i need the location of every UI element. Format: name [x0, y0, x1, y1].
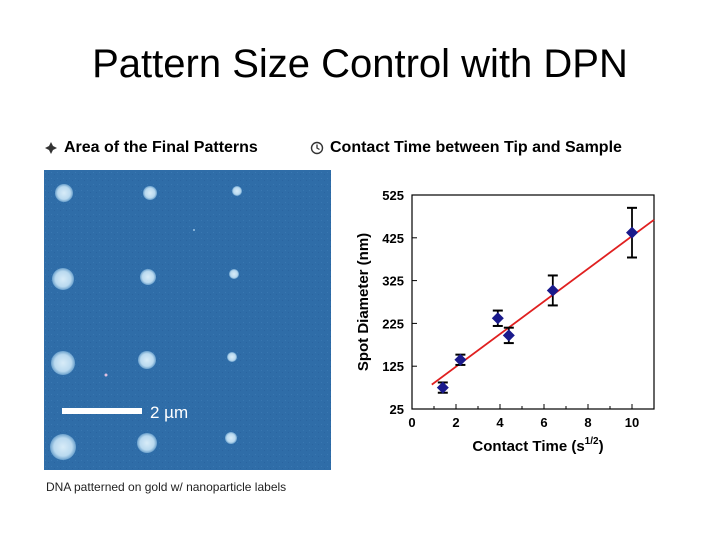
pattern-dot: [227, 352, 237, 362]
data-point: [626, 226, 638, 239]
x-tick-label: 4: [496, 415, 504, 430]
y-tick-label: 325: [382, 274, 404, 289]
bullet-area-of-final-patterns: Area of the Final Patterns: [44, 136, 258, 160]
data-point: [436, 381, 449, 394]
pattern-dot: [143, 186, 157, 200]
pattern-dot: [229, 269, 239, 279]
x-tick-label: 2: [452, 415, 459, 430]
x-tick-label: 0: [408, 415, 415, 430]
contact-time-chart: 0 2 4 6 8 10 25 125 225 325 425 525 Spot Diameter (…: [350, 180, 680, 465]
plot-frame: [411, 194, 655, 410]
pattern-dot: [138, 351, 156, 369]
pattern-dot: [140, 269, 156, 285]
slide-title: Pattern Size Control with DPN: [92, 42, 628, 86]
pattern-dot: [50, 434, 76, 460]
y-tick-label: 25: [390, 402, 404, 417]
y-tick-label: 125: [382, 359, 404, 374]
pattern-dot: [52, 268, 74, 290]
scale-bar: [62, 408, 142, 414]
y-tick-label: 525: [382, 188, 404, 203]
bullet-label-contact-time: Contact Time between Tip and Sample: [330, 139, 622, 156]
bullet-contact-time: Contact Time between Tip and Sample: [310, 136, 622, 160]
data-point: [502, 329, 515, 342]
pattern-dot: [55, 184, 73, 202]
afm-pattern-graphic: 2 µm: [44, 170, 331, 470]
pattern-dot: [225, 432, 237, 444]
pattern-dot: [51, 351, 75, 375]
x-tick-label: 8: [584, 415, 591, 430]
y-axis-label: Spot Diameter (nm): [355, 233, 372, 371]
y-tick-label: 225: [382, 316, 404, 331]
fit-line: [431, 219, 655, 386]
clock-bullet-icon: [310, 141, 324, 155]
x-tick-label: 6: [540, 415, 547, 430]
data-point: [491, 312, 504, 325]
data-point: [454, 353, 467, 366]
diamond-bullet-icon: [45, 142, 57, 154]
data-point: [546, 284, 559, 297]
bullet-label-area: Area of the Final Patterns: [64, 139, 258, 156]
afm-image: 2 µm: [44, 170, 331, 470]
afm-caption: DNA patterned on gold w/ nanoparticle la…: [46, 480, 287, 494]
chart-svg: 0 2 4 6 8 10 25 125 225 325 425 525 Spot Diameter (…: [355, 188, 655, 455]
pattern-dot: [137, 433, 157, 453]
x-tick-label: 10: [625, 415, 639, 430]
x-axis-label: Contact Time (s1/2): [472, 436, 603, 455]
pattern-dot: [232, 186, 242, 196]
y-tick-label: 425: [382, 231, 404, 246]
scale-bar-label: 2 µm: [150, 403, 188, 422]
